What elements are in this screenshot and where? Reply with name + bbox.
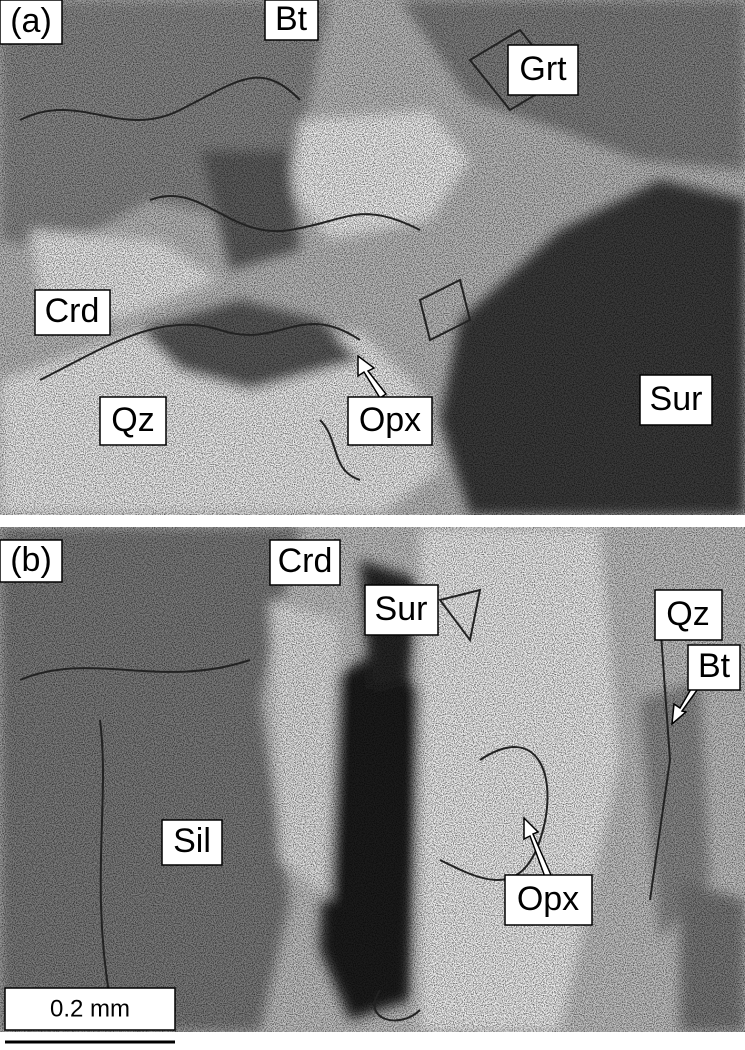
mineral-label: Bt [698,647,731,685]
mineral-label: Bt [275,0,308,38]
panel-label: (a) [10,2,52,40]
mineral-label: Grt [519,50,567,88]
mineral-label: Sur [375,590,428,628]
mineral-label: Qz [111,401,154,439]
mineral-label: Crd [278,542,333,580]
panel-label: (b) [10,541,52,579]
figure: (a) Bt Grt Crd Qz Opx Sur (b) Crd Sur Qz… [0,0,745,1050]
page: {"panels": [ {"label": "(a)", "minerals"… [0,0,745,1050]
mineral-label: Crd [45,292,100,330]
mineral-label: Opx [359,401,421,439]
mineral-label: Sil [173,822,211,860]
scale-bar-label: 0.2 mm [50,995,130,1022]
mineral-label: Opx [517,880,579,918]
mineral-label: Sur [650,380,703,418]
mineral-label: Qz [666,595,709,633]
